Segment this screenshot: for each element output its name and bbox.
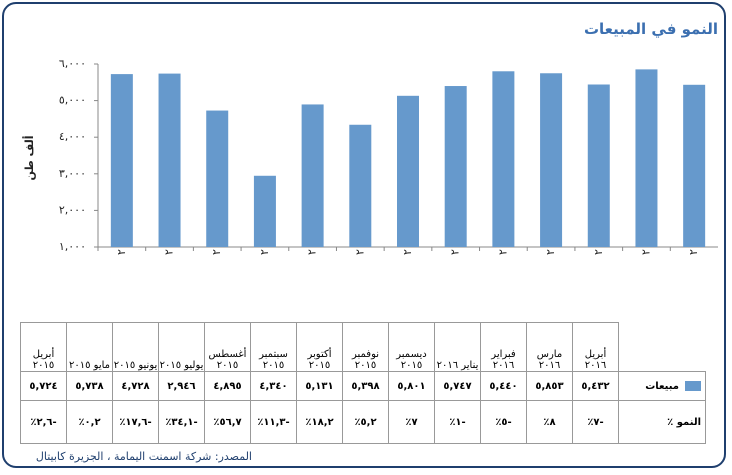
y-tick-label: ٦,٠٠٠ <box>59 57 86 70</box>
bar <box>110 74 133 248</box>
growth-cell: ٪٣٤,١- <box>158 400 205 444</box>
bar <box>492 71 515 247</box>
sales-cell: ٥,٣٩٨ <box>342 371 389 401</box>
column-header: سبتمبر ٢٠١٥ <box>250 322 297 372</box>
y-tick-label: ٥,٠٠٠ <box>59 94 86 107</box>
growth-cell: ٪٧- <box>572 400 619 444</box>
chart-title: النمو في المبيعات <box>583 20 718 38</box>
bar <box>635 69 658 247</box>
sales-cell: ٥,١٣١ <box>296 371 343 401</box>
column-header: أبريل ٢٠١٦ <box>572 322 619 372</box>
growth-cell: ٪٥٦,٧ <box>204 400 251 444</box>
growth-cell: ٪١١,٣- <box>250 400 297 444</box>
column-header: أكتوبر ٢٠١٥ <box>296 322 343 372</box>
bar <box>158 73 181 247</box>
blank <box>619 323 706 372</box>
legend-label: مبيعات <box>645 380 679 392</box>
sales-cell: ٥,٨٠١ <box>388 371 435 401</box>
growth-cell: ٪١٨,٢ <box>296 400 343 444</box>
sales-cell: ٥,٧٣٨ <box>66 371 113 401</box>
sales-cell: ٥,٤٣٢ <box>572 371 619 401</box>
column-header: يونيو ٢٠١٥ <box>112 322 159 372</box>
sales-cell: ٤,٣٤٠ <box>250 371 297 401</box>
sales-cell: ٤,٧٢٨ <box>112 371 159 401</box>
y-tick-label: ١,٠٠٠ <box>59 240 86 253</box>
row-label: النمو ٪ <box>618 400 706 444</box>
sales-cell: ٤,٨٩٥ <box>204 371 251 401</box>
y-axis-label: ألف طن <box>22 135 36 180</box>
sales-cell: ٥,٧٤٧ <box>434 371 481 401</box>
sales-cell: ٢,٩٤٦ <box>158 371 205 401</box>
column-header: مارس ٢٠١٦ <box>526 322 573 372</box>
growth-cell: ٪٢,٦- <box>20 400 67 444</box>
bar <box>253 175 276 247</box>
legend-swatch <box>685 380 701 391</box>
bar <box>540 73 563 247</box>
legend-entry: مبيعات <box>618 371 706 401</box>
y-tick-label: ٤,٠٠٠ <box>59 130 86 143</box>
bar <box>397 95 419 248</box>
bar <box>206 110 229 247</box>
column-header: يناير ٢٠١٦ <box>434 322 481 372</box>
bar <box>587 84 610 247</box>
growth-cell: ٪٥- <box>480 400 527 444</box>
column-header: فبراير ٢٠١٦ <box>480 322 527 372</box>
y-tick-label: ٣,٠٠٠ <box>59 167 86 180</box>
growth-cell: ٪١٧,٦- <box>112 400 159 444</box>
source: المصدر: شركة اسمنت اليمامة ، الجزيرة كاب… <box>35 450 252 463</box>
column-header: ديسمبر ٢٠١٥ <box>388 322 435 372</box>
bar <box>301 104 324 248</box>
bar <box>683 84 706 247</box>
column-header: نوفمبر ٢٠١٥ <box>342 322 389 372</box>
column-header: يوليو ٢٠١٥ <box>158 322 205 372</box>
column-header: أبريل ٢٠١٥ <box>20 322 67 372</box>
bar <box>444 86 467 247</box>
frame <box>2 2 726 468</box>
sales-cell: ٥,٨٥٣ <box>526 371 573 401</box>
data-table: أبريل ٢٠١٥ مايو ٢٠١٥ يونيو ٢٠١٥ يوليو ٢٠١٥ أ… <box>20 322 706 444</box>
sales-cell: ٥,٤٤٠ <box>480 371 527 401</box>
growth-cell: ٪١- <box>434 400 481 444</box>
column-header: أغسطس ٢٠١٥ <box>204 322 251 372</box>
growth-cell: ٪٠,٢ <box>66 400 113 444</box>
growth-cell: ٪٧ <box>388 400 435 444</box>
growth-cell: ٪٨ <box>526 400 573 444</box>
growth-cell: ٪٥,٢ <box>342 400 389 444</box>
bar <box>349 124 372 247</box>
column-header: مايو ٢٠١٥ <box>66 322 113 372</box>
y-tick-label: ٢,٠٠٠ <box>59 203 86 216</box>
sales-cell: ٥,٧٢٤ <box>20 371 67 401</box>
